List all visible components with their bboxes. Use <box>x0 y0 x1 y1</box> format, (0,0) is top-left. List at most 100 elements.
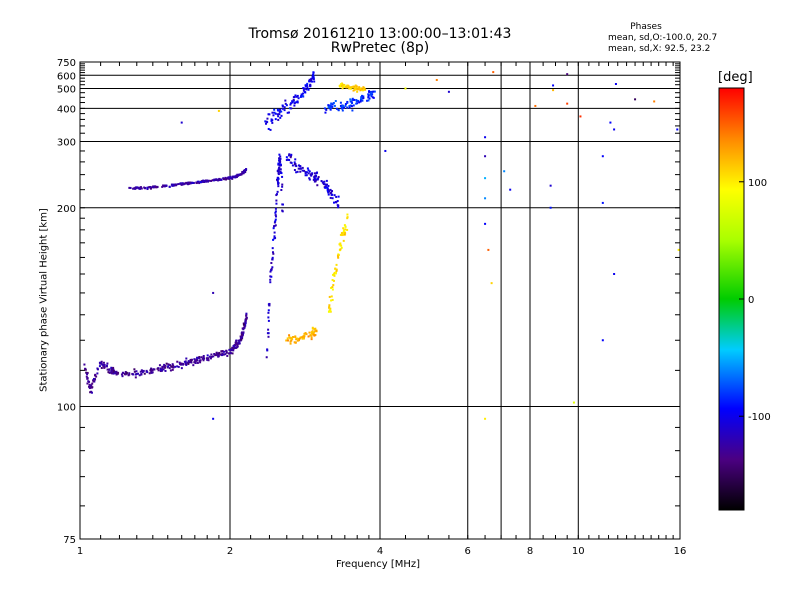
data-point <box>172 366 175 369</box>
data-point <box>280 172 283 175</box>
data-point <box>330 295 333 298</box>
data-point <box>353 98 356 101</box>
data-point <box>157 369 160 372</box>
data-point <box>384 149 387 152</box>
data-point <box>324 111 327 114</box>
data-point <box>266 117 269 120</box>
data-point <box>350 105 353 108</box>
data-point <box>326 187 329 190</box>
data-point <box>285 156 288 159</box>
data-point <box>279 164 282 167</box>
data-point <box>179 182 182 185</box>
data-point <box>348 87 351 90</box>
data-point <box>241 336 244 339</box>
data-point <box>210 179 213 182</box>
data-point <box>285 339 288 342</box>
data-point <box>133 187 136 190</box>
data-point <box>324 186 327 189</box>
data-point <box>312 71 315 74</box>
data-point <box>327 310 330 313</box>
data-point <box>212 417 215 420</box>
data-point <box>107 371 110 374</box>
data-point <box>138 187 141 190</box>
data-point <box>212 179 215 182</box>
data-point <box>199 359 202 362</box>
data-point <box>206 354 209 357</box>
data-point <box>143 186 146 189</box>
data-point <box>289 161 292 164</box>
data-point <box>88 380 91 383</box>
y-tick-label: 300 <box>57 138 76 149</box>
data-point <box>404 87 407 90</box>
data-point <box>195 359 198 362</box>
x-tick-label: 4 <box>377 546 383 557</box>
data-point <box>290 107 293 110</box>
data-point <box>552 84 555 87</box>
data-point <box>241 171 244 174</box>
data-point <box>280 189 283 192</box>
data-point <box>311 76 314 79</box>
data-point <box>281 203 284 206</box>
data-point <box>274 112 277 115</box>
data-point <box>312 333 315 336</box>
data-point <box>274 207 277 210</box>
y-tick-label: 100 <box>57 403 76 414</box>
data-point <box>124 370 127 373</box>
data-point <box>115 370 118 373</box>
data-point <box>366 99 369 102</box>
data-point <box>268 304 271 307</box>
data-point <box>290 102 293 105</box>
data-point <box>447 90 450 93</box>
data-point <box>356 90 359 93</box>
data-point <box>280 110 283 113</box>
colorbar-label: [deg] <box>718 70 753 85</box>
data-point <box>205 179 208 182</box>
data-point <box>231 176 234 179</box>
data-point <box>217 353 220 356</box>
data-point <box>371 93 374 96</box>
data-point <box>217 109 220 112</box>
data-point <box>272 225 275 228</box>
data-point <box>211 179 214 182</box>
data-point <box>202 357 205 360</box>
data-point <box>220 354 223 357</box>
data-point <box>278 168 281 171</box>
data-point <box>156 185 159 188</box>
data-point <box>90 390 93 393</box>
data-point <box>613 128 616 131</box>
data-point <box>285 104 288 107</box>
data-point <box>355 100 358 103</box>
data-point <box>206 358 209 361</box>
data-point <box>277 183 280 186</box>
data-point <box>92 377 95 380</box>
data-point <box>288 336 291 339</box>
data-point <box>176 365 179 368</box>
data-point <box>343 83 346 86</box>
data-point <box>346 101 349 104</box>
data-point <box>359 99 362 102</box>
data-point <box>224 353 227 356</box>
data-point <box>212 355 215 358</box>
data-point <box>83 363 86 366</box>
data-point <box>236 345 239 348</box>
data-point <box>221 352 224 355</box>
data-point <box>144 187 147 190</box>
data-point <box>169 369 172 372</box>
data-point <box>180 367 183 370</box>
data-point <box>342 104 345 107</box>
data-point <box>114 372 117 375</box>
data-point <box>344 103 347 106</box>
phases-heading: Phases <box>630 22 662 32</box>
data-point <box>334 271 337 274</box>
data-point <box>298 339 301 342</box>
data-point <box>215 354 218 357</box>
data-point <box>270 119 273 122</box>
data-point <box>274 118 277 121</box>
data-point <box>348 105 351 108</box>
data-point <box>225 351 228 354</box>
data-point <box>302 89 305 92</box>
data-point <box>290 153 293 156</box>
data-point <box>286 111 289 114</box>
y-tick-label: 400 <box>57 104 76 115</box>
